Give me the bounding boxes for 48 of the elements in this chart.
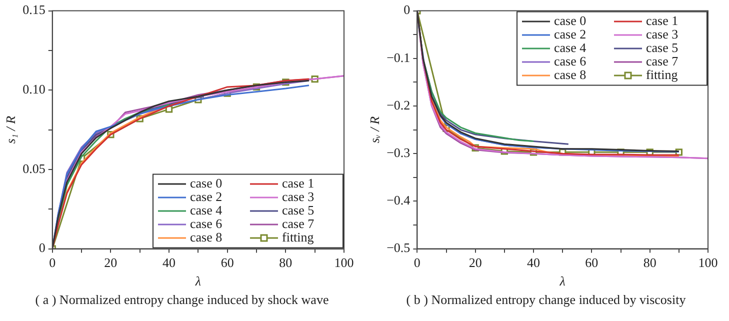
legend-label: case 7 bbox=[646, 53, 679, 68]
x-tick-label: 80 bbox=[279, 255, 292, 270]
y-tick-label: −0.3 bbox=[386, 145, 410, 160]
y-tick-label: −0.4 bbox=[386, 192, 411, 208]
x-tick-label: 20 bbox=[104, 255, 118, 270]
x-tick-label: 60 bbox=[585, 255, 598, 270]
x-tick-label: 40 bbox=[527, 255, 540, 270]
text: ( a ) Normalized entropy change induced by shock wave bbox=[34, 292, 330, 308]
legend-label: case 8 bbox=[554, 66, 586, 82]
legend-label: case 0 bbox=[554, 12, 586, 28]
legend-label: case 3 bbox=[282, 188, 314, 204]
y-tick-label: 0.15 bbox=[22, 2, 46, 18]
legend-label: case 5 bbox=[646, 40, 678, 55]
y-axis-title: sᵥ / R bbox=[367, 116, 382, 144]
x-tick-label: 100 bbox=[334, 255, 354, 270]
x-tick-label: 60 bbox=[220, 255, 234, 270]
legend-label: case 4 bbox=[554, 40, 587, 55]
legend-label: case 3 bbox=[646, 26, 678, 42]
legend-label: case 2 bbox=[190, 188, 222, 204]
y-tick-label: 0 bbox=[38, 240, 46, 256]
y-tick-label: −0.2 bbox=[386, 97, 410, 112]
x-tick-label: 100 bbox=[698, 255, 718, 270]
y-tick-label: −0.1 bbox=[386, 50, 410, 65]
legend-label: case 0 bbox=[190, 175, 222, 190]
x-axis-title: λ bbox=[558, 274, 566, 289]
x-tick-label: 0 bbox=[414, 255, 420, 270]
text: ( b ) Normalized entropy change induced by viscosity bbox=[405, 292, 687, 308]
legend-label: case 4 bbox=[190, 202, 223, 218]
legend-label: case 6 bbox=[190, 216, 223, 231]
legend-label: case 1 bbox=[646, 12, 678, 28]
x-axis-title: λ bbox=[194, 274, 202, 289]
y-axis-title: s₁ / R bbox=[3, 116, 18, 144]
x-tick-label: 0 bbox=[49, 255, 56, 270]
legend-label: fitting bbox=[282, 229, 314, 244]
legend-label: fitting bbox=[646, 66, 678, 82]
legend-label: case 1 bbox=[282, 175, 314, 190]
y-tick-label: 0 bbox=[404, 2, 410, 18]
legend-label: case 2 bbox=[554, 26, 586, 42]
y-tick-label: 0.10 bbox=[22, 82, 46, 97]
y-tick-label: −0.5 bbox=[386, 240, 410, 256]
x-tick-label: 40 bbox=[162, 255, 176, 270]
y-tick-label: 0.05 bbox=[22, 160, 46, 176]
legend-label: case 7 bbox=[282, 216, 315, 231]
legend-label: case 6 bbox=[554, 53, 587, 68]
legend-label: case 5 bbox=[282, 202, 314, 218]
x-tick-label: 20 bbox=[468, 255, 482, 270]
x-tick-label: 80 bbox=[643, 255, 656, 270]
legend-label: case 8 bbox=[190, 229, 222, 244]
